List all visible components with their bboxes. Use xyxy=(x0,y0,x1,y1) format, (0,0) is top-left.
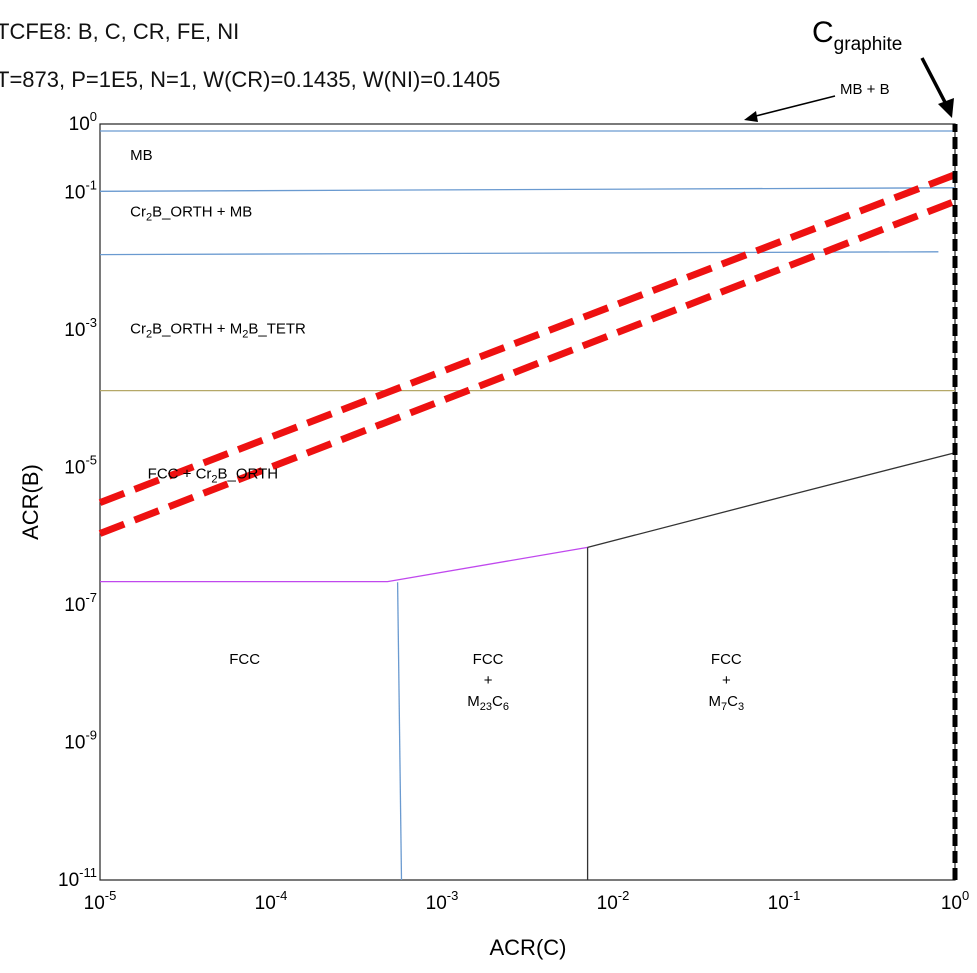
phase-boundary-line-3 xyxy=(99,251,939,256)
region-label-7: FCC + M7C3 xyxy=(709,651,745,713)
red-dashed-line-2 xyxy=(98,198,957,537)
phase-boundary-line-7 xyxy=(396,582,403,881)
red-dashed-line-1 xyxy=(98,171,957,506)
y-tick-label-7: 10-11 xyxy=(58,865,97,891)
phase-boundaries xyxy=(99,130,956,881)
mb-b-label: MB + B xyxy=(840,81,890,98)
x-tick-label-3: 10-3 xyxy=(426,888,459,914)
c-graphite-annotation: Cgraphite xyxy=(812,16,954,118)
region-label-6: FCC + M23C6 xyxy=(467,651,509,713)
phase-boundary-line-6 xyxy=(587,452,956,549)
x-axis-label: ACR(C) xyxy=(490,935,567,960)
x-tick-label-6: 100 xyxy=(941,888,969,914)
phase-boundary-line-2 xyxy=(99,187,956,192)
phase-boundary-line-5 xyxy=(100,546,588,583)
y-tick-label-4: 10-5 xyxy=(64,453,97,479)
y-axis-label: ACR(B) xyxy=(18,464,43,540)
svg-text:Cr2B_ORTH + MB: Cr2B_ORTH + MB xyxy=(130,204,252,224)
region-label-3: Cr2B_ORTH + M2B_TETR xyxy=(130,320,306,340)
region-label-4: FCC + Cr2B_ORTH xyxy=(148,465,278,485)
y-tick-label-5: 10-7 xyxy=(64,590,97,616)
plot-frame xyxy=(99,123,956,881)
dashed-lines xyxy=(98,124,958,880)
svg-text:FCC: FCC xyxy=(473,651,504,668)
mb-b-annotation: MB + B xyxy=(744,81,890,122)
x-tick-label-1: 10-5 xyxy=(84,888,117,914)
svg-text:FCC: FCC xyxy=(229,651,260,668)
y-tick-label-6: 10-9 xyxy=(64,728,97,754)
y-tick-labels: 100 10-1 10-3 10-5 10-7 10-9 10-11 xyxy=(58,109,97,891)
database-header: TCFE8: B, C, CR, FE, NI xyxy=(0,19,239,44)
y-tick-label-1: 100 xyxy=(69,109,97,135)
svg-text:FCC + Cr2B_ORTH: FCC + Cr2B_ORTH xyxy=(148,465,278,485)
svg-text:Cr2B_ORTH + M2B_TETR: Cr2B_ORTH + M2B_TETR xyxy=(130,320,306,340)
c-graphite-arrow xyxy=(920,57,950,109)
mb-b-arrowhead xyxy=(744,111,758,122)
c-graphite-label: Cgraphite xyxy=(812,16,902,55)
svg-text:+: + xyxy=(722,672,731,689)
svg-text:MB: MB xyxy=(130,147,153,164)
svg-text:FCC: FCC xyxy=(711,651,742,668)
svg-text:M7C3: M7C3 xyxy=(709,693,745,713)
svg-text:M23C6: M23C6 xyxy=(467,693,509,713)
region-labels: MB Cr2B_ORTH + MB Cr2B_ORTH + M2B_TETR FCC … xyxy=(130,147,744,713)
x-tick-label-2: 10-4 xyxy=(255,888,288,914)
region-label-2: Cr2B_ORTH + MB xyxy=(130,204,252,224)
x-tick-label-4: 10-2 xyxy=(597,888,630,914)
region-label-1: MB xyxy=(130,147,153,164)
c-graphite-arrowhead xyxy=(938,98,954,118)
svg-text:+: + xyxy=(484,672,493,689)
region-label-5: FCC xyxy=(229,651,260,668)
y-tick-label-2: 10-1 xyxy=(64,178,97,204)
y-tick-label-3: 10-3 xyxy=(64,315,97,341)
x-tick-label-5: 10-1 xyxy=(768,888,801,914)
x-tick-labels: 10-5 10-4 10-3 10-2 10-1 100 xyxy=(84,888,970,914)
mb-b-arrow xyxy=(747,95,836,119)
conditions-header: T=873, P=1E5, N=1, W(CR)=0.1435, W(NI)=0… xyxy=(0,67,500,92)
